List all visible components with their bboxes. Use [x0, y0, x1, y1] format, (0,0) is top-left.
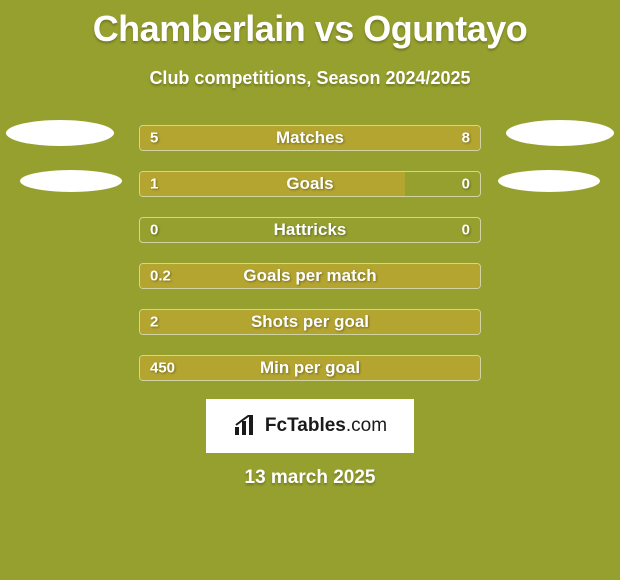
stat-value-right: 0: [462, 222, 470, 239]
bar-fill-left: [140, 172, 405, 196]
avatar-ellipse-left-2: [20, 170, 122, 192]
avatar-ellipse-right-2: [498, 170, 600, 192]
stat-value-left: 5: [150, 130, 158, 147]
stat-row: 5 Matches 8: [139, 125, 481, 151]
avatar-ellipse-left-1: [6, 120, 114, 146]
page-subtitle: Club competitions, Season 2024/2025: [0, 68, 620, 89]
stat-row: 1 Goals 0: [139, 171, 481, 197]
avatar-ellipse-right-1: [506, 120, 614, 146]
date-line: 13 march 2025: [0, 467, 620, 489]
stat-label: Goals: [286, 174, 333, 194]
stat-value-right: 8: [462, 130, 470, 147]
stat-label: Matches: [276, 128, 344, 148]
stat-value-left: 1: [150, 176, 158, 193]
stats-area: 5 Matches 8 1 Goals 0 0 Hattricks 0 0.2 Goals per …: [0, 125, 620, 381]
comparison-bars: 5 Matches 8 1 Goals 0 0 Hattricks 0 0.2 Goals per …: [139, 125, 481, 381]
logo-text-light: .com: [346, 415, 387, 436]
stat-value-left: 0.2: [150, 268, 171, 285]
stat-row: 0.2 Goals per match: [139, 263, 481, 289]
bar-chart-icon: [233, 415, 259, 437]
page-title: Chamberlain vs Oguntayo: [0, 0, 620, 50]
stat-label: Shots per goal: [251, 312, 369, 332]
stat-row: 450 Min per goal: [139, 355, 481, 381]
stat-value-left: 0: [150, 222, 158, 239]
logo-text: FcTables.com: [265, 415, 387, 437]
stat-label: Min per goal: [260, 358, 360, 378]
logo-box: FcTables.com: [206, 399, 414, 453]
stat-label: Goals per match: [243, 266, 376, 286]
logo-text-bold: FcTables: [265, 415, 346, 436]
stat-value-left: 2: [150, 314, 158, 331]
bar-fill-left: [140, 126, 269, 150]
stat-row: 2 Shots per goal: [139, 309, 481, 335]
stat-value-left: 450: [150, 360, 175, 377]
stat-label: Hattricks: [274, 220, 347, 240]
stat-value-right: 0: [462, 176, 470, 193]
stat-row: 0 Hattricks 0: [139, 217, 481, 243]
